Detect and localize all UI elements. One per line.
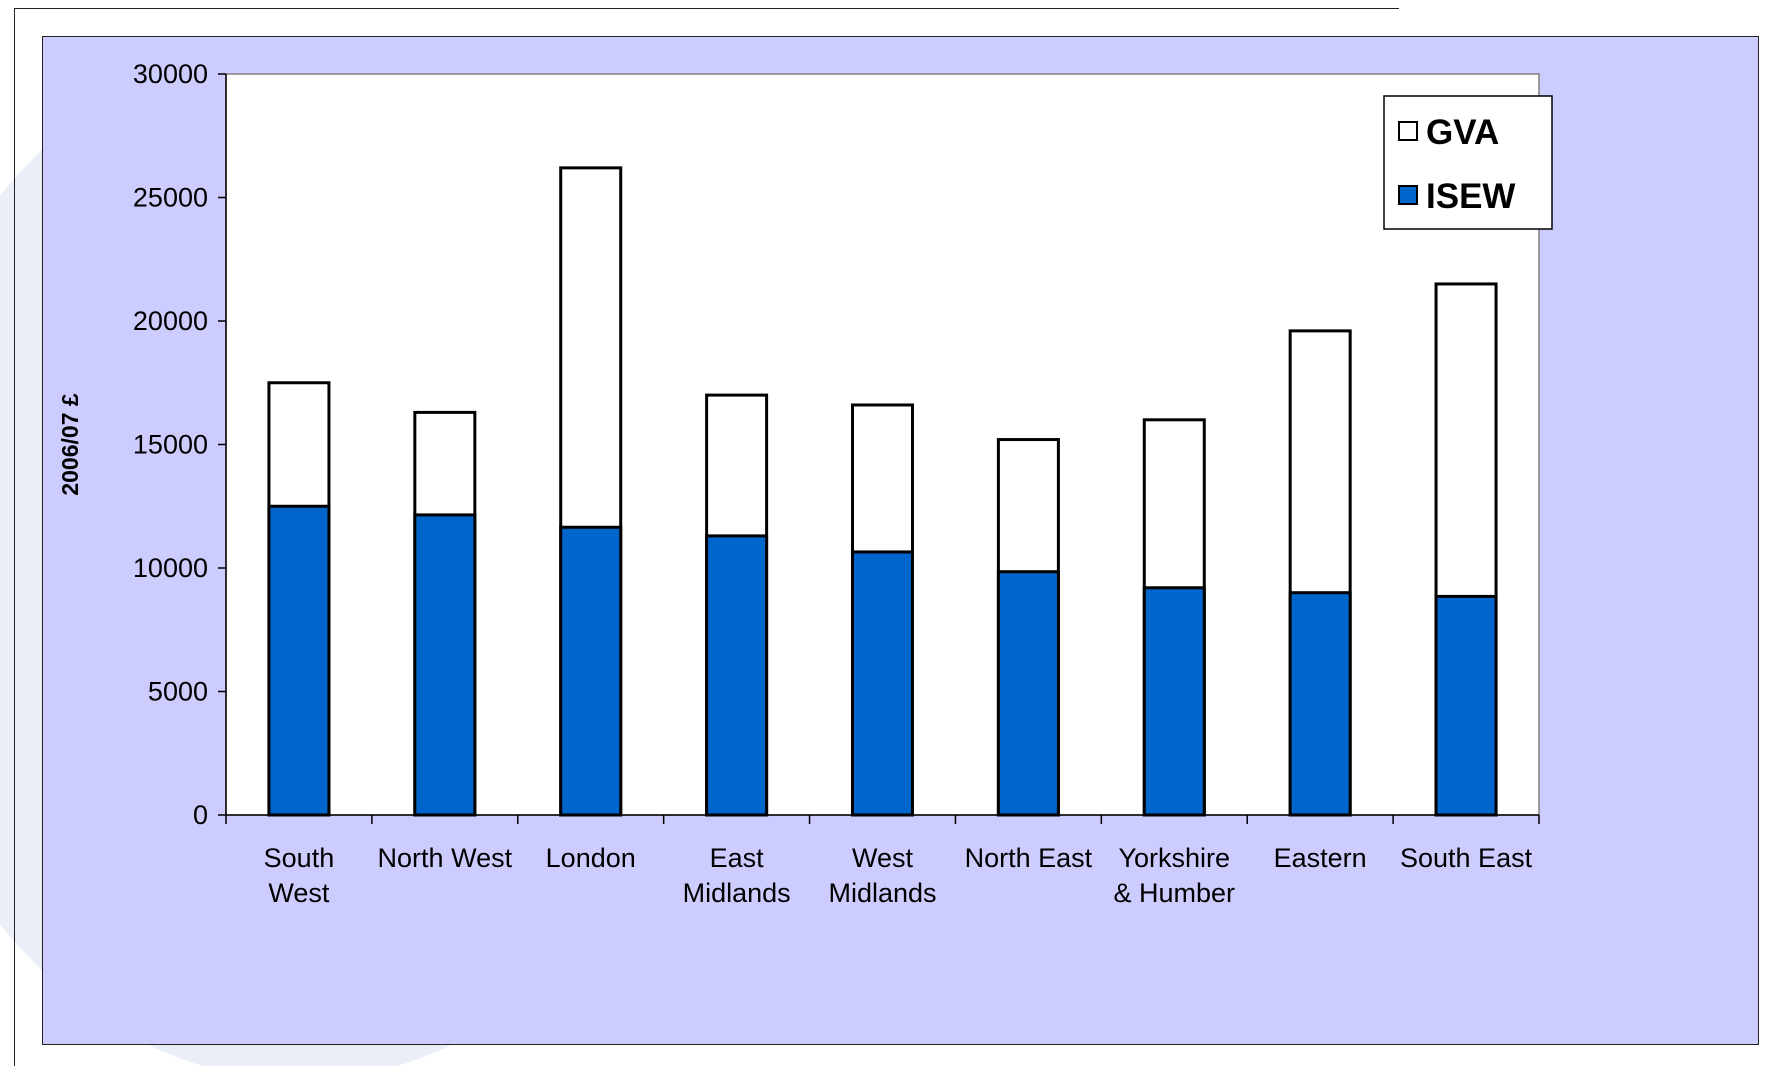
bar-isew [1434, 594, 1498, 817]
bar-isew [413, 513, 477, 817]
y-axis-label: 2006/07 £ [57, 393, 83, 496]
y-tick-label: 30000 [133, 59, 208, 89]
bar-isew [705, 534, 769, 817]
y-tick-label: 0 [193, 800, 208, 830]
frame-line-top [14, 8, 1399, 9]
y-tick-label: 15000 [133, 430, 208, 460]
bars-group [267, 166, 1498, 817]
y-tick-label: 10000 [133, 553, 208, 583]
y-tick-label: 5000 [148, 677, 208, 707]
legend: GVA ISEW [1383, 95, 1553, 230]
category-label: North West [378, 843, 513, 873]
legend-swatch-gva [1398, 121, 1418, 141]
legend-swatch-isew [1398, 185, 1418, 205]
category-label: North East [965, 843, 1093, 873]
category-label: South East [1400, 843, 1533, 873]
category-label: South West [264, 843, 335, 908]
y-tick-label: 20000 [133, 306, 208, 336]
y-tick-labels: 0 5000 10000 15000 20000 25000 30000 [133, 59, 208, 830]
legend-box [1383, 95, 1553, 230]
y-tick-label: 25000 [133, 183, 208, 213]
category-labels: South West North West London East Midlands Wes… [264, 843, 1533, 908]
bar-isew [851, 550, 914, 817]
category-label: East Midlands [683, 843, 791, 908]
axes-group [218, 73, 1540, 824]
bar-isew [996, 570, 1060, 817]
category-label: Eastern [1274, 843, 1367, 873]
bar-isew [1288, 591, 1352, 817]
bar-isew [267, 504, 331, 817]
chart-area: 0 5000 10000 15000 20000 25000 30000 South West… [42, 36, 1759, 1045]
bar-isew [1142, 586, 1206, 817]
legend-label-isew: ISEW [1426, 177, 1515, 216]
legend-label-gva: GVA [1426, 113, 1499, 152]
bar-isew [559, 525, 623, 817]
category-label: London [546, 843, 636, 873]
chart-svg: 0 5000 10000 15000 20000 25000 30000 South West… [57, 59, 1553, 908]
category-label: West Midlands [828, 843, 936, 908]
category-label: Yorkshire & Humber [1114, 843, 1236, 908]
frame-line-left [14, 8, 15, 1066]
